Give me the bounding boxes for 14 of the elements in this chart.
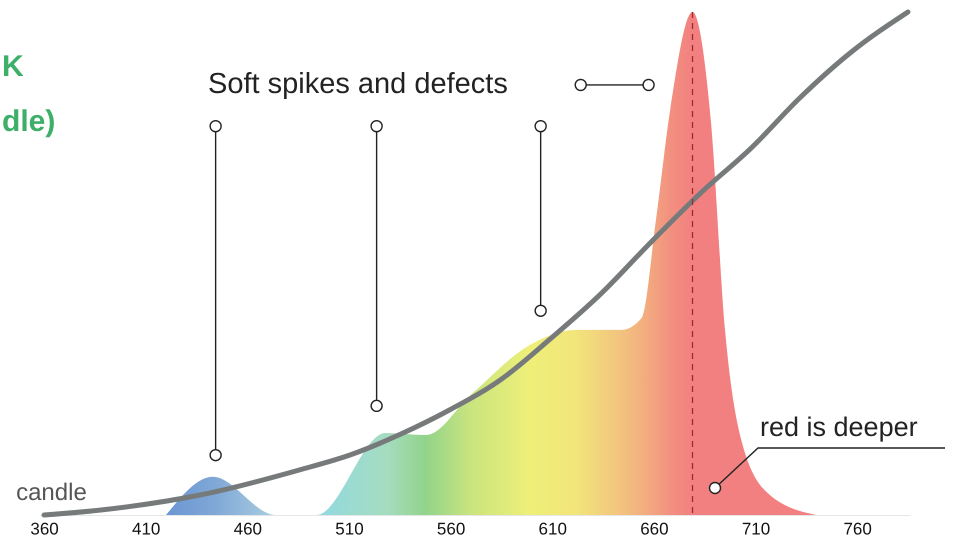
annotation: dle) bbox=[2, 105, 56, 139]
x-tick-label: 660 bbox=[640, 520, 669, 538]
x-tick-label: 510 bbox=[335, 520, 364, 538]
annotation: red is deeper bbox=[760, 412, 918, 443]
series-label: candle bbox=[16, 479, 87, 506]
x-tick-label: 410 bbox=[132, 520, 160, 538]
x-tick-label: 760 bbox=[843, 520, 872, 538]
x-tick-label: 710 bbox=[742, 520, 770, 538]
x-tick-label: 360 bbox=[30, 520, 59, 538]
text: K bbox=[2, 50, 24, 84]
x-tick-label: 460 bbox=[234, 520, 262, 538]
x-tick-label: 610 bbox=[538, 520, 567, 538]
x-tick-label: 560 bbox=[436, 520, 466, 538]
annotation: Soft spikes and defects bbox=[208, 68, 508, 101]
